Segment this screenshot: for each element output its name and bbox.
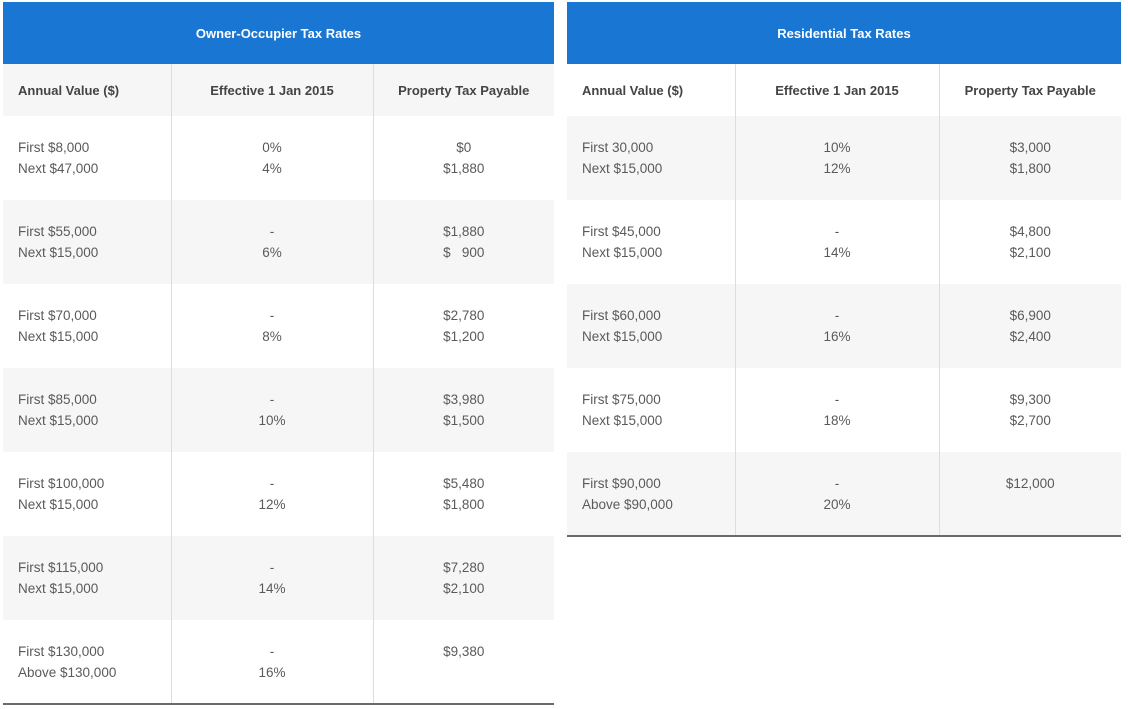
owner-occupier-tax-table: Owner-Occupier Tax Rates Annual Value ($…	[3, 2, 555, 705]
table-row: First $70,000 Next $15,000 -8% $2,780 $1,2…	[3, 284, 555, 368]
table-row: First $8,000 Next $47,000 0% 4% $0 $1,880	[3, 116, 555, 200]
column-header-effective-rate: Effective 1 Jan 2015	[734, 64, 939, 116]
payable-cell: $0 $1,880	[372, 116, 555, 200]
residential-column-headers: Annual Value ($) Effective 1 Jan 2015 Pr…	[567, 64, 1122, 116]
table-row: First $115,000 Next $15,000 -14% $7,280 $2…	[3, 536, 555, 620]
annual-value-cell: First $55,000 Next $15,000	[18, 224, 99, 260]
table-row: First $130,000 Above $130,000 -16% $9,380	[3, 620, 555, 704]
payable-cell: $9,380	[372, 620, 555, 704]
rate-cell: -12%	[170, 452, 373, 536]
annual-value-cell: First $90,000 Above $90,000	[582, 475, 673, 512]
annual-value-cell: First $45,000 Next $15,000	[582, 224, 663, 260]
rate-cell: -20%	[734, 452, 939, 536]
rate-cell: -18%	[734, 368, 939, 452]
rate-cell: -8%	[170, 284, 373, 368]
rate-cell: -14%	[734, 200, 939, 284]
table-row: First $100,000 Next $15,000 -12% $5,480 $1…	[3, 452, 555, 536]
owner-occupier-table-title: Owner-Occupier Tax Rates	[3, 2, 555, 64]
rate-cell: -10%	[170, 368, 373, 452]
column-header-tax-payable: Property Tax Payable	[372, 64, 555, 116]
rate-cell: 10% 12%	[734, 116, 939, 200]
rate-cell: -16%	[734, 284, 939, 368]
residential-table-title: Residential Tax Rates	[567, 2, 1122, 64]
annual-value-cell: First 30,000 Next $15,000	[582, 140, 663, 176]
payable-cell: $1,880 $ 900	[372, 200, 555, 284]
annual-value-cell: First $130,000 Above $130,000	[18, 643, 117, 680]
column-header-effective-rate: Effective 1 Jan 2015	[170, 64, 373, 116]
annual-value-cell: First $70,000 Next $15,000	[18, 308, 99, 344]
payable-cell: $12,000	[938, 452, 1122, 536]
table-row: First $85,000 Next $15,000 -10% $3,980 $1,…	[3, 368, 555, 452]
payable-cell: $2,780 $1,200	[372, 284, 555, 368]
payable-cell: $9,300 $2,700	[938, 368, 1122, 452]
payable-cell: $7,280 $2,100	[372, 536, 555, 620]
table-row: First $75,000 Next $15,000 -18% $9,300 $2,…	[567, 368, 1122, 452]
table-row: First $90,000 Above $90,000 -20% $12,000	[567, 452, 1122, 536]
payable-cell: $3,980 $1,500	[372, 368, 555, 452]
column-header-tax-payable: Property Tax Payable	[938, 64, 1122, 116]
table-row: First $45,000 Next $15,000 -14% $4,800 $2,…	[567, 200, 1122, 284]
column-header-annual-value: Annual Value ($)	[18, 82, 120, 98]
rate-cell: -14%	[170, 536, 373, 620]
residential-tax-table: Residential Tax Rates Annual Value ($) E…	[567, 2, 1122, 537]
column-header-annual-value: Annual Value ($)	[582, 82, 684, 98]
owner-occupier-column-headers: Annual Value ($) Effective 1 Jan 2015 Pr…	[3, 64, 555, 116]
annual-value-cell: First $75,000 Next $15,000	[582, 392, 663, 428]
table-row: First 30,000 Next $15,000 10% 12% $3,000 $1…	[567, 116, 1122, 200]
payable-cell: $5,480 $1,800	[372, 452, 555, 536]
payable-cell: $6,900 $2,400	[938, 284, 1122, 368]
rate-cell: 0% 4%	[170, 116, 373, 200]
annual-value-cell: First $8,000 Next $47,000	[18, 140, 99, 176]
table-row: First $55,000 Next $15,000 -6% $1,880 $ 90…	[3, 200, 555, 284]
payable-cell: $4,800 $2,100	[938, 200, 1122, 284]
annual-value-cell: First $85,000 Next $15,000	[18, 392, 99, 428]
annual-value-cell: First $100,000 Next $15,000	[18, 476, 105, 512]
table-row: First $60,000 Next $15,000 -16% $6,900 $2,…	[567, 284, 1122, 368]
rate-cell: -6%	[170, 200, 373, 284]
annual-value-cell: First $115,000 Next $15,000	[18, 560, 104, 596]
annual-value-cell: First $60,000 Next $15,000	[582, 308, 663, 344]
payable-cell: $3,000 $1,800	[938, 116, 1122, 200]
rate-cell: -16%	[170, 620, 373, 704]
